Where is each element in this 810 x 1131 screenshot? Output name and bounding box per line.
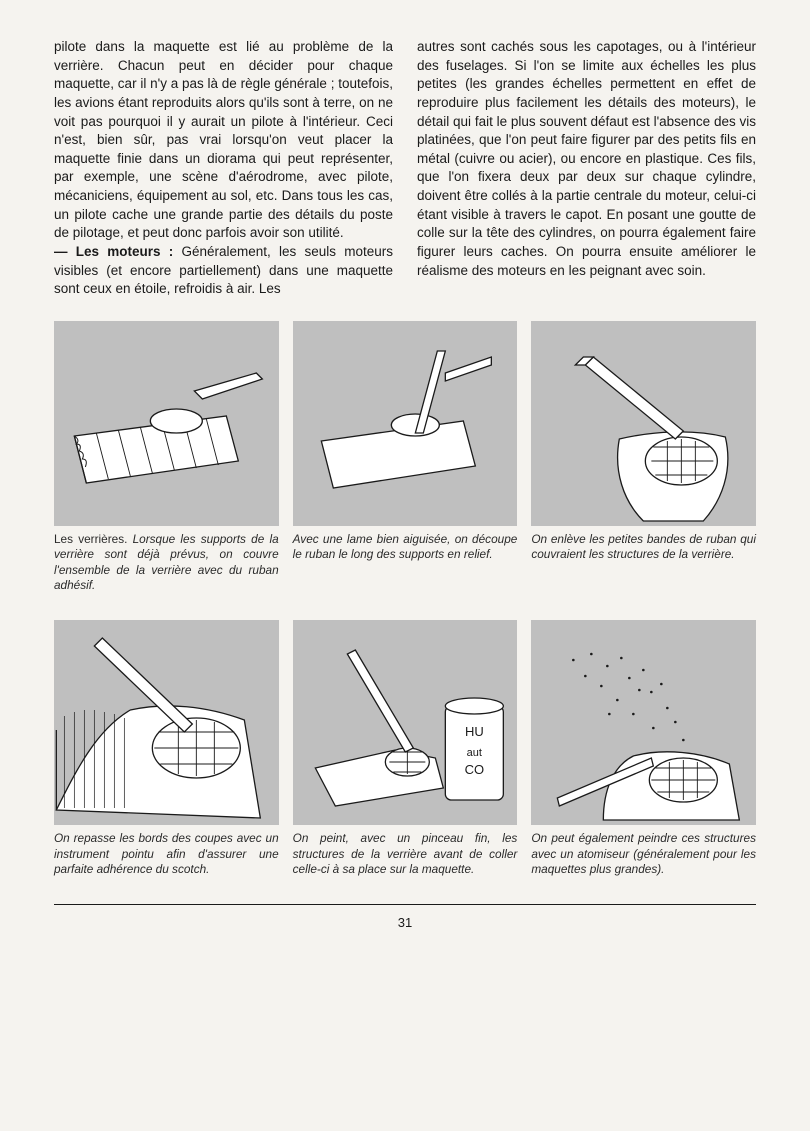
svg-text:CO: CO	[464, 762, 484, 777]
left-column: pilote dans la maquette est lié au probl…	[54, 38, 393, 299]
caption-6-text: On peut également peindre ces structures…	[531, 831, 756, 876]
right-column: autres sont cachés sous les capotages, o…	[417, 38, 756, 299]
figure-6: On peut également peindre ces structures…	[531, 620, 756, 892]
caption-2: Avec une lame bien aiguisée, on découpe …	[293, 532, 518, 563]
illustration-spray-atomizer	[531, 620, 756, 825]
caption-6: On peut également peindre ces structures…	[531, 831, 756, 878]
caption-3: On enlève les petites bandes de ruban qu…	[531, 532, 756, 563]
caption-1: Les verrières. Lorsque les supports de l…	[54, 532, 279, 594]
figure-4: On repasse les bords des coupes avec un …	[54, 620, 279, 892]
figure-2: Avec une lame bien aiguisée, on découpe …	[293, 321, 518, 608]
page-number: 31	[54, 915, 756, 930]
figure-row-1: Les verrières. Lorsque les supports de l…	[54, 321, 756, 608]
svg-text:HU: HU	[465, 724, 484, 739]
illustration-paint-brush: HU aut CO	[293, 620, 518, 825]
figure-3: On enlève les petites bandes de ruban qu…	[531, 321, 756, 608]
right-paragraph: autres sont cachés sous les capotages, o…	[417, 38, 756, 280]
illustration-tape-canopy	[54, 321, 279, 526]
illustration-remove-strips	[531, 321, 756, 526]
left-paragraph-1: pilote dans la maquette est lié au probl…	[54, 38, 393, 243]
figure-5: HU aut CO On peint, avec un pinceau fin,…	[293, 620, 518, 892]
body-columns: pilote dans la maquette est lié au probl…	[54, 38, 756, 299]
motors-heading: — Les moteurs :	[54, 244, 173, 259]
left-paragraph-motors: — Les moteurs : Généralement, les seuls …	[54, 243, 393, 299]
caption-5-text: On peint, avec un pinceau fin, les struc…	[293, 831, 518, 876]
figure-1: Les verrières. Lorsque les supports de l…	[54, 321, 279, 608]
caption-1-lead: Les verrières.	[54, 532, 133, 546]
illustration-press-edges	[54, 620, 279, 825]
caption-4-text: On repasse les bords des coupes avec un …	[54, 831, 279, 876]
figure-row-2: On repasse les bords des coupes avec un …	[54, 620, 756, 892]
caption-4: On repasse les bords des coupes avec un …	[54, 831, 279, 878]
illustration-cut-blade	[293, 321, 518, 526]
caption-2-text: Avec une lame bien aiguisée, on découpe …	[293, 532, 518, 562]
svg-text:aut: aut	[466, 747, 481, 759]
left-text-1: pilote dans la maquette est lié au probl…	[54, 39, 393, 240]
caption-3-text: On enlève les petites bandes de ruban qu…	[531, 532, 756, 562]
bottom-rule	[54, 904, 756, 905]
caption-5: On peint, avec un pinceau fin, les struc…	[293, 831, 518, 878]
